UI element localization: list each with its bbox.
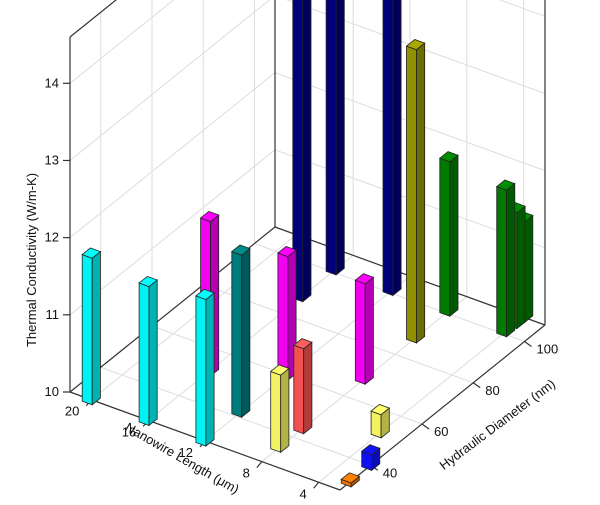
x-tick (313, 481, 320, 489)
top-left-edge (69, 0, 117, 38)
z-tick-label: 10 (45, 384, 59, 399)
bar-face-front (354, 279, 366, 385)
bar-face-front (439, 157, 451, 317)
y-tick (472, 382, 481, 389)
bar (360, 444, 381, 472)
bar-face-front (496, 186, 508, 338)
x-tick-label: 12 (179, 445, 193, 460)
x-tick-label: 4 (299, 486, 306, 500)
y-tick-label: 60 (434, 424, 448, 439)
bar (405, 39, 426, 344)
bar (195, 288, 215, 447)
bar-face-top (230, 244, 251, 256)
bar-face-side (506, 182, 516, 338)
bar-face-top (354, 273, 375, 285)
bar (277, 245, 297, 381)
bar-face-front (293, 344, 305, 435)
bar (370, 404, 391, 439)
leftwall-gridline-z (69, 149, 276, 316)
bar-face-top (199, 210, 220, 223)
chart-bars (81, 0, 534, 488)
leftwall-gridline-z (69, 0, 271, 161)
bar-face-front (277, 252, 289, 381)
bar (292, 338, 313, 435)
bar-face-front (370, 410, 382, 439)
bar-face-side (516, 205, 526, 330)
z-tick-label: 12 (45, 230, 59, 245)
leftwall-gridline-z (69, 72, 276, 239)
y-tick-label: 80 (485, 383, 499, 398)
bar-face-top (340, 472, 361, 484)
bar (354, 273, 375, 386)
bar (230, 244, 251, 419)
x-tick-label: 16 (122, 424, 136, 439)
bar-face-front (325, 0, 337, 276)
bar-face-side (148, 279, 158, 427)
bar-face-top (360, 444, 381, 456)
bar-face-front (195, 295, 207, 447)
bar (269, 364, 290, 454)
bar-face-front (406, 45, 417, 344)
z-tick-label: 14 (45, 75, 59, 90)
bar-face-side (335, 0, 345, 276)
bar (495, 179, 516, 338)
bar-face-side (302, 0, 312, 303)
bar-face-top (269, 364, 290, 376)
bar-face-side (91, 250, 101, 406)
bar-face-top (495, 179, 516, 191)
y-tick-label: 40 (383, 465, 397, 480)
bar-face-side (392, 0, 402, 297)
bar-face-side (280, 367, 290, 454)
x-tick-label: 8 (243, 466, 250, 481)
bar-face-top (195, 288, 215, 300)
bar-face-front (81, 254, 93, 406)
y-tick (421, 423, 430, 430)
bar (292, 0, 312, 303)
bar (138, 275, 159, 427)
bar-face-top (405, 39, 426, 51)
bar-face-front (270, 370, 282, 453)
x-tick (256, 461, 263, 469)
floor-gridline-x (91, 234, 297, 401)
leftwall-gridline-z (69, 0, 175, 84)
bar-face-side (364, 276, 374, 386)
bar-face-top (370, 404, 391, 416)
bar-face-front (231, 251, 243, 418)
bar-face-front (138, 282, 150, 427)
bar-face-top (277, 245, 297, 258)
bar-face-side (416, 42, 426, 344)
bar (325, 0, 345, 276)
bar (340, 472, 361, 488)
y-tick (524, 341, 532, 347)
x-tick-label: 20 (65, 404, 79, 419)
bar (81, 247, 102, 406)
bar-face-top (81, 247, 102, 259)
bar-face-side (303, 341, 313, 435)
floor-gridline-x (318, 316, 524, 483)
y-tick-label: 100 (537, 342, 559, 357)
z-axis-label: Thermal Conductivity (W/m-K) (24, 173, 39, 347)
bar-face-side (524, 214, 534, 324)
z-tick-label: 11 (46, 307, 60, 322)
bar (382, 0, 402, 297)
bar-face-top (438, 151, 459, 163)
bar-face-side (449, 154, 459, 318)
floor-gridline-x (147, 254, 354, 421)
bar (438, 151, 459, 318)
bar-face-top (292, 338, 313, 350)
bar-face-side (241, 247, 251, 419)
bar-face-front (382, 0, 394, 297)
bar-face-top (138, 275, 159, 288)
bar-face-side (205, 292, 215, 447)
z-tick-label: 13 (45, 152, 59, 167)
